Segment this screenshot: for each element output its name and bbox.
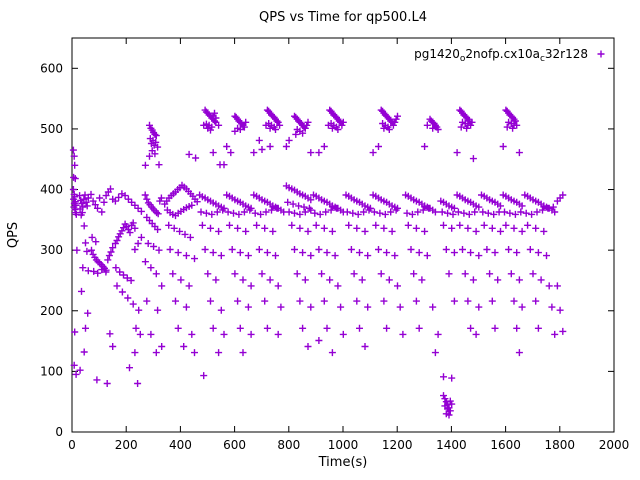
- y-tick-label: 500: [40, 122, 63, 136]
- x-tick-label: 1400: [436, 438, 467, 452]
- legend-label: pg1420o2nofp.cx10ac32r128: [414, 47, 588, 64]
- x-tick-label: 1000: [328, 438, 359, 452]
- y-tick-label: 400: [40, 183, 63, 197]
- x-tick-label: 2000: [599, 438, 630, 452]
- x-tick-label: 200: [115, 438, 138, 452]
- chart-title: QPS vs Time for qp500.L4: [259, 10, 427, 25]
- y-tick-label: 600: [40, 61, 63, 75]
- legend-marker-icon: [597, 50, 605, 58]
- y-tick-label: 300: [40, 243, 63, 257]
- x-tick-label: 1200: [382, 438, 413, 452]
- x-axis-label: Time(s): [318, 455, 368, 470]
- y-tick-label: 200: [40, 304, 63, 318]
- x-tick-label: 400: [169, 438, 192, 452]
- x-tick-label: 800: [277, 438, 300, 452]
- x-tick-label: 0: [68, 438, 76, 452]
- x-tick-label: 1600: [490, 438, 521, 452]
- y-axis-label: QPS: [6, 222, 21, 248]
- plot-border: [71, 37, 615, 433]
- y-tick-label: 100: [40, 364, 63, 378]
- x-tick-label: 600: [223, 438, 246, 452]
- x-tick-label: 1800: [545, 438, 576, 452]
- scatter-points: [69, 106, 567, 419]
- y-tick-label: 0: [55, 425, 63, 439]
